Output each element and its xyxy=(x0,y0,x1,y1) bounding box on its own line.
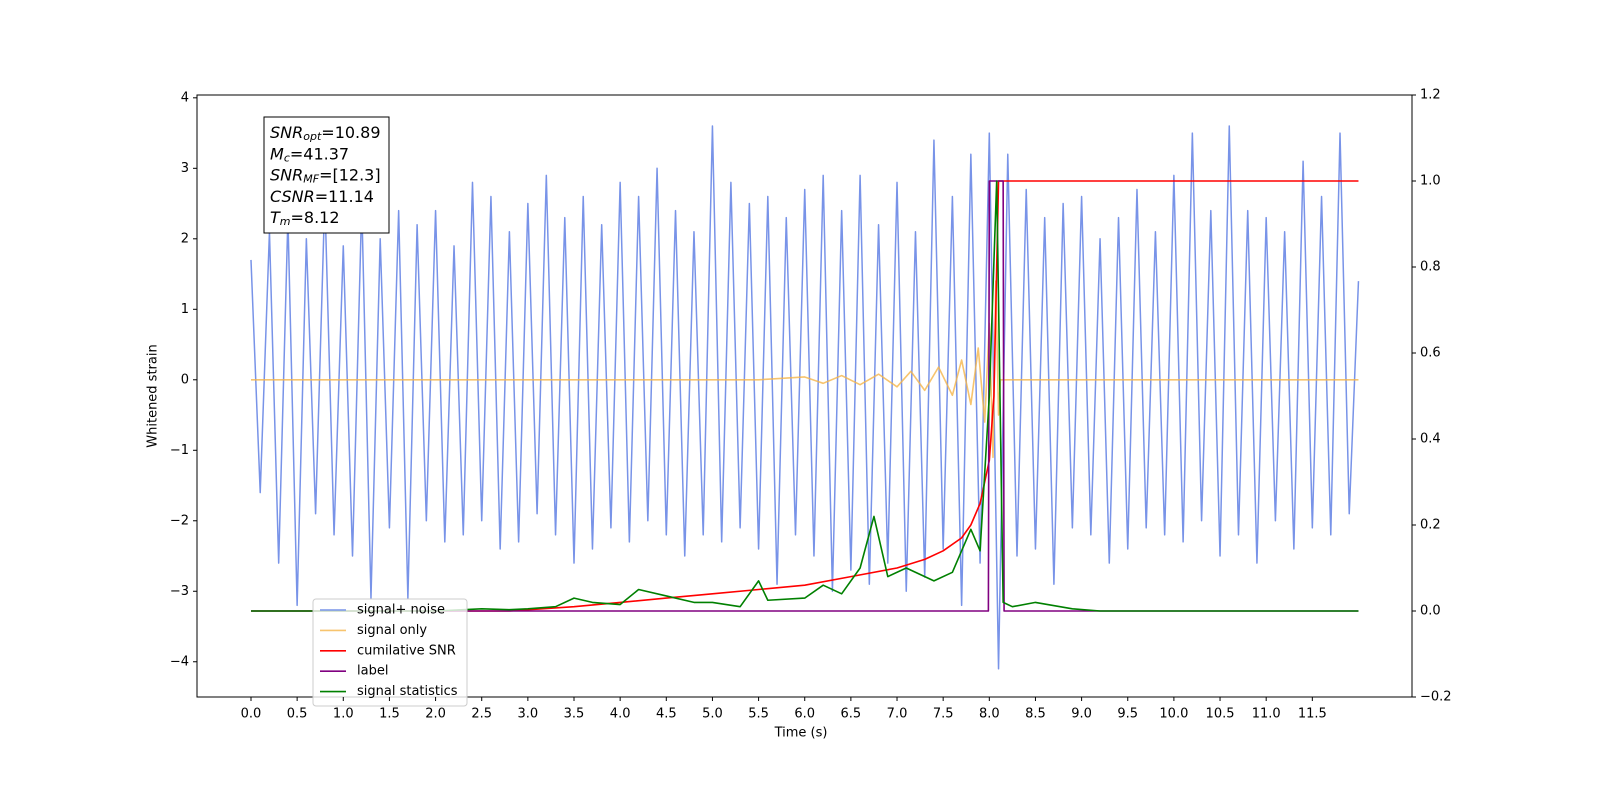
annotation-symbol: SNR xyxy=(270,123,303,142)
x-tick-label: 6.5 xyxy=(841,707,862,722)
y2-tick-label: 1.2 xyxy=(1420,88,1441,103)
x-axis-label: Time (s) xyxy=(774,726,828,741)
y2-tick-label: 0.6 xyxy=(1420,346,1441,361)
annotation-value: =[12.3] xyxy=(319,165,381,184)
annotation-value: =11.14 xyxy=(315,186,374,205)
x-tick-label: 3.0 xyxy=(518,707,539,722)
annotation-frame xyxy=(263,116,390,234)
x-tick-label: 1.5 xyxy=(379,707,400,722)
annotation: CSNR=11.14 xyxy=(270,186,374,205)
x-tick-label: 4.0 xyxy=(610,707,631,722)
x-tick-label: 10.0 xyxy=(1159,707,1188,722)
y2-tick-label: 0.0 xyxy=(1420,604,1441,619)
x-tick-label: 0.5 xyxy=(287,707,308,722)
annotation-subscript: MF xyxy=(303,173,319,186)
y2-tick-label: 0.2 xyxy=(1420,518,1441,533)
y-tick-label: −1 xyxy=(170,443,189,458)
annotation: SNRMF=[12.3] xyxy=(270,165,381,186)
legend: signal+ noise signal only cumilative SNR la… xyxy=(312,598,468,707)
annotation: Mc=41.37 xyxy=(270,144,349,165)
y2-tick-label: 1.0 xyxy=(1420,174,1441,189)
x-tick-label: 6.0 xyxy=(794,707,815,722)
y-tick-label: 4 xyxy=(181,90,189,105)
annotation-value: =41.37 xyxy=(290,144,349,163)
plot-area xyxy=(250,125,1360,670)
annotation-symbol: SNR xyxy=(270,165,303,184)
x-tick-label: 2.5 xyxy=(471,707,492,722)
legend-label: signal statistics xyxy=(357,684,458,699)
x-tick-label: 5.5 xyxy=(748,707,769,722)
x-tick-label: 8.0 xyxy=(979,707,1000,722)
x-tick-label: 9.5 xyxy=(1117,707,1138,722)
annotation-symbol: T xyxy=(270,208,281,227)
legend-label: label xyxy=(357,664,388,679)
x-tick-label: 7.5 xyxy=(933,707,954,722)
y2-tick-label: 0.8 xyxy=(1420,260,1441,275)
x-tick-label: 0.0 xyxy=(241,707,262,722)
y-tick-label: −2 xyxy=(170,513,189,528)
legend-label: signal only xyxy=(357,623,427,638)
x-tick-label: 11.0 xyxy=(1252,707,1281,722)
annotation-symbol: M xyxy=(270,144,284,163)
y-axis-label: Whitened strain xyxy=(146,344,161,447)
legend-label: signal+ noise xyxy=(357,603,445,618)
x-tick-label: 2.0 xyxy=(425,707,446,722)
legend-frame xyxy=(312,598,468,707)
y2-tick-label: −0.2 xyxy=(1420,690,1452,705)
legend-label: cumilative SNR xyxy=(357,643,456,658)
x-tick-label: 1.0 xyxy=(333,707,354,722)
x-tick-label: 3.5 xyxy=(564,707,585,722)
annotation: Tm=8.12 xyxy=(270,208,340,229)
annotation-symbol: CSNR xyxy=(270,186,315,205)
annotation-value: =10.89 xyxy=(321,123,380,142)
y-tick-label: 2 xyxy=(181,231,189,246)
x-tick-label: 8.5 xyxy=(1025,707,1046,722)
y-tick-label: −3 xyxy=(170,584,189,599)
x-tick-label: 10.5 xyxy=(1206,707,1235,722)
annotation-subscript: opt xyxy=(303,130,322,143)
series-line xyxy=(250,180,1359,612)
annotation-subscript: m xyxy=(280,215,291,228)
annotation: SNRopt=10.89 xyxy=(270,123,381,144)
x-tick-label: 4.5 xyxy=(656,707,677,722)
x-tick-label: 5.0 xyxy=(702,707,723,722)
annotation-subscript: c xyxy=(284,151,290,164)
y-tick-label: −4 xyxy=(170,654,189,669)
y-tick-label: 0 xyxy=(181,372,189,387)
annotation-box: SNRopt=10.89Mc=41.37SNRMF=[12.3]CSNR=11.… xyxy=(263,116,390,234)
x-tick-label: 11.5 xyxy=(1298,707,1327,722)
y-tick-label: 1 xyxy=(181,302,189,317)
x-tick-label: 7.0 xyxy=(887,707,908,722)
annotation-value: =8.12 xyxy=(291,208,340,227)
y-tick-label: 3 xyxy=(181,161,189,176)
series-line xyxy=(250,125,1360,670)
y2-tick-label: 0.4 xyxy=(1420,432,1441,447)
x-tick-label: 9.0 xyxy=(1071,707,1092,722)
